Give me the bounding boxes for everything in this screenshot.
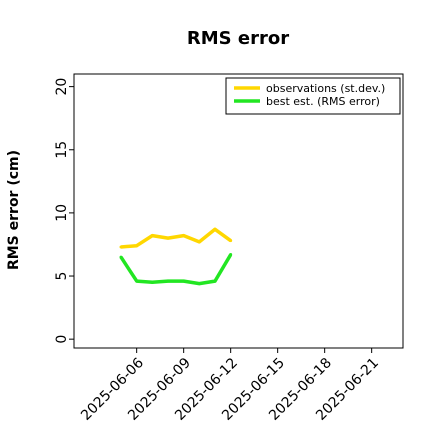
y-tick-label: 0 (54, 335, 70, 344)
series-2-point (197, 282, 201, 286)
series-1-point (119, 245, 123, 249)
series-line-2 (119, 253, 233, 286)
series-2-point (166, 279, 170, 283)
series-1-point (150, 234, 154, 238)
plot-area (119, 227, 233, 286)
legend-label-2: best est. (RMS error) (266, 95, 380, 108)
series-1-point (213, 227, 217, 231)
y-axis-label: RMS error (cm) (6, 150, 22, 270)
chart-title: RMS error (187, 28, 289, 49)
y-tick-label: 15 (54, 141, 70, 159)
legend: observations (st.dev.)best est. (RMS err… (225, 77, 401, 115)
series-2-point (135, 279, 139, 283)
series-2-point (182, 279, 186, 283)
series-line-1 (120, 227, 232, 249)
series-2-point (213, 279, 217, 283)
series-1-point (229, 239, 233, 243)
series-1-point (182, 234, 186, 238)
y-tick-label: 20 (54, 78, 70, 96)
y-tick-label: 5 (54, 272, 70, 281)
y-tick-label: 10 (54, 204, 70, 222)
legend-label-1: observations (st.dev.) (266, 82, 385, 95)
plot-frame (73, 73, 404, 349)
series-2-point (150, 280, 154, 284)
series-1-point (135, 244, 139, 248)
series-2-point (119, 255, 123, 259)
series-2-point (229, 253, 233, 257)
series-1-point (197, 240, 201, 244)
series-1-point (166, 236, 170, 240)
legend-box (225, 77, 401, 115)
